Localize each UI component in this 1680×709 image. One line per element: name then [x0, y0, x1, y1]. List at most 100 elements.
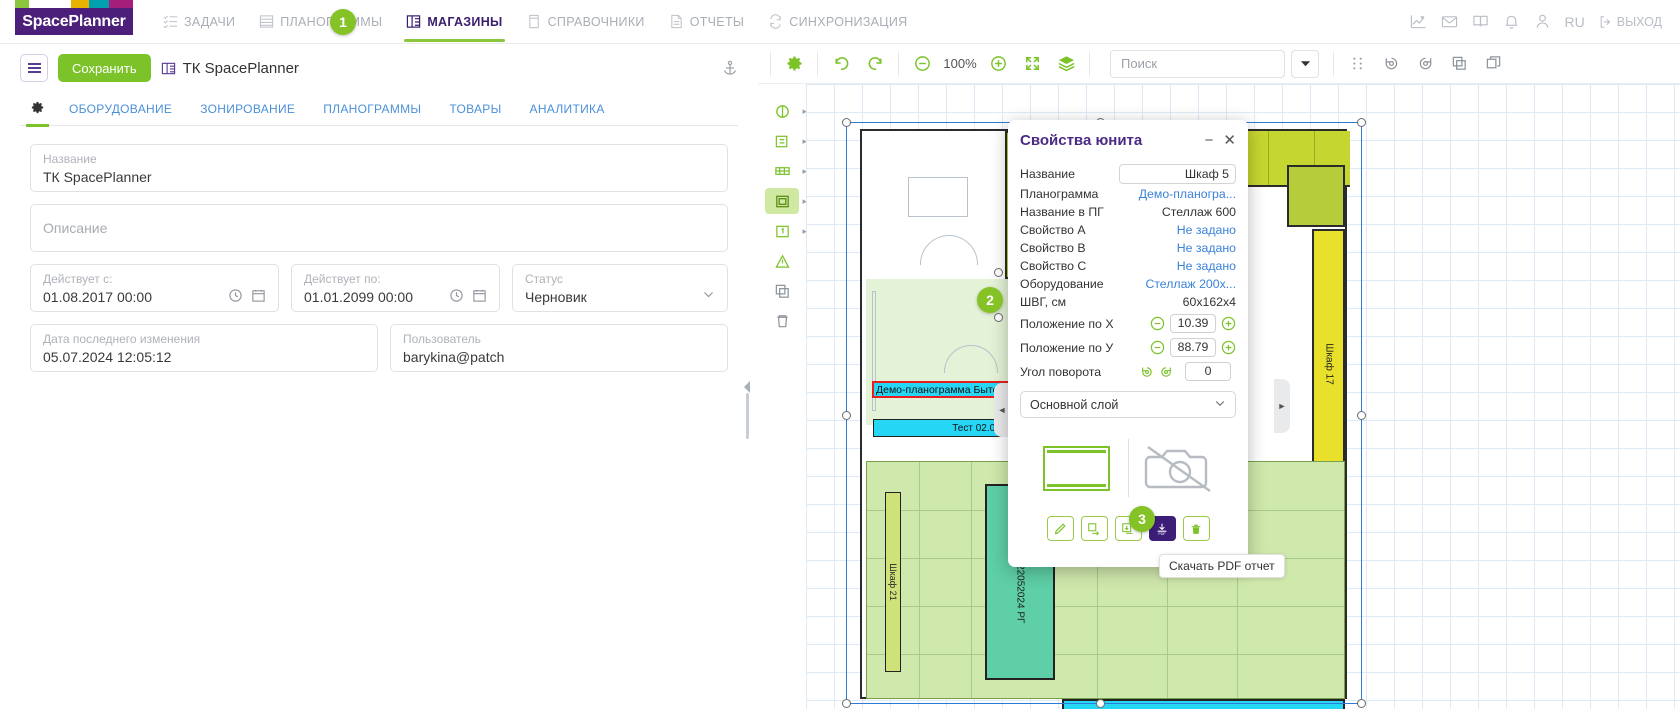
fit-screen-icon[interactable]	[1015, 47, 1049, 81]
resize-handle[interactable]	[1096, 699, 1105, 708]
shelf-21-unit[interactable]: Шкаф 21	[885, 492, 901, 672]
unit-previews	[1020, 432, 1236, 504]
panel-collapse-handle[interactable]	[742, 380, 752, 394]
rotate-ccw-icon[interactable]	[1140, 365, 1154, 379]
resize-handle[interactable]	[1357, 699, 1366, 708]
chevron-right-icon: ▸	[802, 196, 807, 206]
copy-icon[interactable]	[1442, 47, 1476, 81]
description-field[interactable]: Описание	[30, 204, 728, 252]
tab-zoning[interactable]: ЗОНИРОВАНИЕ	[200, 101, 296, 116]
resize-handle[interactable]	[994, 268, 1003, 277]
pos-x-decrement-button[interactable]	[1150, 316, 1165, 331]
bell-icon[interactable]	[1503, 13, 1520, 30]
task-22963-unit[interactable]: Тестирование задачи 22963	[1062, 699, 1345, 709]
user-label: Пользователь	[403, 332, 481, 346]
right-top-unit[interactable]	[1287, 165, 1345, 227]
calendar-icon[interactable]	[472, 288, 487, 303]
rail-item-pointer-shape[interactable]: ▸	[765, 98, 807, 124]
planogram-link[interactable]: Демо-планогра...	[1138, 187, 1236, 201]
canvas-scroll-right[interactable]: ►	[1274, 379, 1290, 433]
rail-item-number-one[interactable]: ▸	[765, 218, 807, 244]
status-field[interactable]: Статус Черновик	[512, 264, 728, 312]
property-label: Название в ПГ	[1020, 205, 1104, 219]
book-icon[interactable]	[1472, 13, 1489, 30]
prop-c-value[interactable]: Не задано	[1176, 259, 1236, 273]
chart-icon[interactable]	[1410, 13, 1427, 30]
tab-planograms[interactable]: ПЛАНОГРАММЫ	[323, 101, 422, 116]
cabinet-17-unit[interactable]: Шкаф 17	[1312, 229, 1345, 499]
user-icon[interactable]	[1534, 13, 1551, 30]
chevron-down-icon[interactable]	[702, 272, 715, 301]
nav-item-catalogs[interactable]: СПРАВОЧНИКИ	[515, 0, 657, 44]
search-dropdown-button[interactable]	[1291, 49, 1319, 78]
rail-item-copy[interactable]	[765, 278, 799, 304]
close-icon[interactable]: ✕	[1223, 131, 1236, 149]
prop-b-value[interactable]: Не задано	[1176, 241, 1236, 255]
mail-icon[interactable]	[1441, 13, 1458, 30]
rail-item-planogram-unit[interactable]: ▸	[765, 188, 807, 214]
panel-divider[interactable]	[746, 393, 749, 439]
rotate-cw-icon[interactable]	[1159, 365, 1173, 379]
nav-item-tasks[interactable]: ЗАДАЧИ	[151, 0, 247, 44]
zoom-in-icon[interactable]	[981, 47, 1015, 81]
language-selector[interactable]: RU	[1564, 13, 1585, 30]
rotate-ccw-icon[interactable]	[1374, 47, 1408, 81]
gear-icon[interactable]	[777, 47, 811, 81]
search-input[interactable]: Поиск	[1110, 49, 1285, 78]
pos-y-increment-button[interactable]	[1221, 340, 1236, 355]
rail-item-shelf[interactable]: ▸	[765, 158, 807, 184]
tab-equipment[interactable]: ОБОРУДОВАНИЕ	[69, 101, 173, 116]
calendar-icon[interactable]	[251, 288, 266, 303]
logout-button[interactable]: ВЫХОД	[1599, 15, 1662, 29]
menu-toggle-button[interactable]	[20, 54, 48, 82]
duplicate-icon[interactable]	[1476, 47, 1510, 81]
zoom-out-icon[interactable]	[905, 47, 939, 81]
nav-item-stores[interactable]: МАГАЗИНЫ	[394, 0, 514, 44]
pos-y-input[interactable]: 88.79	[1170, 338, 1216, 357]
tab-settings[interactable]	[20, 92, 55, 127]
canvas-scroll-left[interactable]: ◄	[994, 383, 1010, 437]
redo-icon[interactable]	[858, 47, 892, 81]
equipment-link[interactable]: Стеллаж 200х...	[1145, 277, 1236, 291]
resize-handle[interactable]	[842, 118, 851, 127]
chevron-right-icon: ▸	[802, 136, 807, 146]
unit-name-input[interactable]: Шкаф 5	[1119, 164, 1236, 184]
valid-from-field[interactable]: Действует с: 01.08.2017 00:00	[30, 264, 279, 312]
rail-item-warning[interactable]	[765, 248, 799, 274]
rail-item-unit-group[interactable]: ▸	[765, 128, 807, 154]
tab-products[interactable]: ТОВАРЫ	[449, 101, 502, 116]
replace-icon[interactable]	[1080, 516, 1108, 541]
resize-handle[interactable]	[1357, 411, 1366, 420]
angle-input[interactable]: 0	[1185, 362, 1231, 381]
pos-x-increment-button[interactable]	[1221, 316, 1236, 331]
edit-pencil-icon[interactable]	[1046, 516, 1074, 541]
prop-a-value[interactable]: Не задано	[1176, 223, 1236, 237]
property-row-planogram: Планограмма Демо-планогра...	[1020, 185, 1236, 203]
trash-icon[interactable]	[1182, 516, 1210, 541]
grid-dots-icon[interactable]	[1340, 47, 1374, 81]
nav-item-planograms[interactable]: ПЛАНОГРАММЫ	[247, 0, 394, 44]
main-zone[interactable]: Шкаф 21 Тест 22052024 РГ	[866, 461, 1345, 699]
app-logo[interactable]: SpacePlanner	[15, 0, 133, 37]
nav-item-reports[interactable]: ОТЧЕТЫ	[657, 0, 757, 44]
name-field[interactable]: Название ТК SpacePlanner	[30, 144, 728, 192]
save-button[interactable]: Сохранить	[58, 54, 151, 82]
pos-x-input[interactable]: 10.39	[1170, 314, 1216, 333]
valid-to-field[interactable]: Действует по: 01.01.2099 00:00	[291, 264, 500, 312]
rail-item-trash[interactable]	[765, 308, 799, 334]
tab-analytics[interactable]: АНАЛИТИКА	[529, 101, 605, 116]
resize-handle[interactable]	[842, 411, 851, 420]
undo-icon[interactable]	[824, 47, 858, 81]
pos-y-decrement-button[interactable]	[1150, 340, 1165, 355]
clock-icon[interactable]	[449, 288, 464, 303]
anchor-icon[interactable]	[722, 60, 738, 76]
layer-select[interactable]: Основной слой	[1020, 391, 1236, 418]
layers-icon[interactable]	[1049, 47, 1083, 81]
rotate-cw-icon[interactable]	[1408, 47, 1442, 81]
resize-handle[interactable]	[1357, 118, 1366, 127]
resize-handle[interactable]	[994, 313, 1003, 322]
clock-icon[interactable]	[228, 288, 243, 303]
minimize-icon[interactable]: −	[1204, 131, 1214, 149]
resize-handle[interactable]	[842, 699, 851, 708]
nav-item-sync[interactable]: СИНХРОНИЗАЦИЯ	[756, 0, 919, 44]
